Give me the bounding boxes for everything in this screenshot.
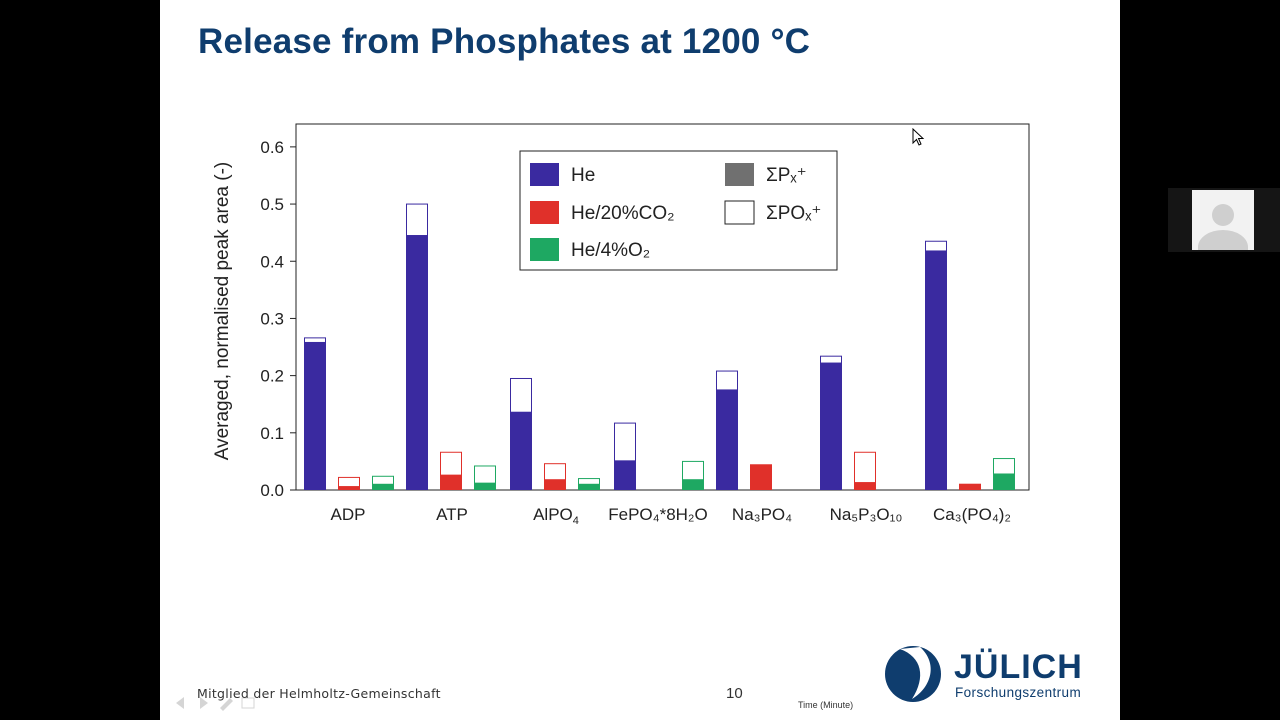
page-number: 10 <box>726 685 743 702</box>
legend-swatch-he_o2 <box>530 238 559 261</box>
bar-px <box>820 363 842 490</box>
participant-video-tile[interactable] <box>1168 188 1280 252</box>
bar-px <box>372 484 394 490</box>
bar-pox <box>925 240 947 252</box>
bar-px <box>993 473 1015 490</box>
bar-pox <box>544 463 566 481</box>
logo-text: JÜLICH <box>954 648 1083 686</box>
legend-label-he_co2: He/20%CO₂ <box>571 203 674 224</box>
bar-pox <box>406 203 428 237</box>
legend-label-he_o2: He/4%O₂ <box>571 240 650 261</box>
bar-px <box>614 460 636 490</box>
avatar-head-icon <box>1212 204 1234 226</box>
juelich-logo: JÜLICH Forschungszentrum <box>882 643 1092 705</box>
bar-px <box>474 483 496 490</box>
slide: Release from Phosphates at 1200 °C 0.0 0.… <box>160 0 1120 720</box>
bar-pox <box>716 370 738 391</box>
bar-px <box>959 483 981 490</box>
bar-pox <box>614 422 636 462</box>
plot-frame <box>295 123 1030 491</box>
bar-pox <box>682 460 704 481</box>
pen-icon[interactable] <box>220 698 233 711</box>
legend-swatch-he <box>530 163 559 186</box>
bar-px <box>578 484 600 490</box>
bar-pox <box>820 355 842 364</box>
bar-px <box>304 342 326 490</box>
juelich-logo-icon <box>885 646 941 702</box>
bar-px <box>338 486 360 490</box>
bar-px <box>510 412 532 490</box>
chart-legend: He He/20%CO₂ He/4%O₂ ΣPₓ⁺ ΣPOₓ⁺ <box>519 150 838 271</box>
x-tick-label: FePO₄*8H₂O <box>608 505 708 524</box>
y-tick-label: 0.1 <box>260 424 284 443</box>
x-tick-label: AlPO4 <box>533 505 579 527</box>
x-tick-label: ATP <box>436 505 468 524</box>
x-tick-label: Ca₃(PO₄)₂ <box>933 505 1011 524</box>
y-tick-label: 0.0 <box>260 481 284 500</box>
bar-pox <box>578 478 600 485</box>
bar-pox <box>510 377 532 413</box>
bar-px <box>750 464 772 490</box>
bar-px <box>682 479 704 490</box>
x-tick-label: Na₅P₃O₁₀ <box>830 505 903 524</box>
bar-px <box>440 475 462 490</box>
y-tick-label: 0.2 <box>260 367 284 386</box>
bar-pox <box>474 465 496 484</box>
previous-slide-icon[interactable] <box>176 697 184 709</box>
bar-pox <box>338 476 360 488</box>
legend-frame <box>519 150 838 271</box>
x-tick-label: ADP <box>331 505 366 524</box>
y-tick-label: 0.5 <box>260 195 284 214</box>
legend-label-px: ΣPₓ⁺ <box>766 165 807 186</box>
slideshow-toolbar[interactable] <box>170 694 260 712</box>
y-tick-label: 0.6 <box>260 138 284 157</box>
bar-pox <box>854 451 876 484</box>
bar-chart: 0.0 0.1 0.2 0.3 0.4 0.5 0.6 Averaged, normalise… <box>212 123 1030 527</box>
bar-px <box>406 235 428 490</box>
bar-pox <box>440 451 462 476</box>
legend-swatch-pox <box>724 200 755 225</box>
avatar-body-icon <box>1198 230 1248 250</box>
footer-organization: Mitglied der Helmholtz-Gemeinschaft <box>197 686 441 701</box>
bar-px <box>925 250 947 490</box>
participant-avatar <box>1192 190 1254 250</box>
x-tick-label: Na₃PO₄ <box>732 505 792 524</box>
slide-title: Release from Phosphates at 1200 °C <box>198 22 811 61</box>
next-slide-icon[interactable] <box>200 697 208 709</box>
bar-pox <box>993 458 1015 475</box>
y-tick-label: 0.4 <box>260 252 284 271</box>
bar-px <box>854 482 876 490</box>
bar-px <box>716 389 738 490</box>
mouse-cursor-icon <box>912 128 925 146</box>
slides-icon[interactable] <box>241 697 255 709</box>
legend-label-pox: ΣPOₓ⁺ <box>766 203 821 224</box>
legend-label-he: He <box>571 165 595 186</box>
bar-pox <box>372 475 394 485</box>
logo-subtitle: Forschungszentrum <box>955 685 1082 700</box>
bar-pox <box>304 337 326 343</box>
bar-px <box>544 479 566 490</box>
legend-swatch-he_co2 <box>530 201 559 224</box>
time-label: Time (Minute) <box>798 700 854 710</box>
legend-swatch-px <box>725 163 754 186</box>
y-axis-label: Averaged, normalised peak area (-) <box>212 162 233 461</box>
y-tick-label: 0.3 <box>260 309 284 328</box>
